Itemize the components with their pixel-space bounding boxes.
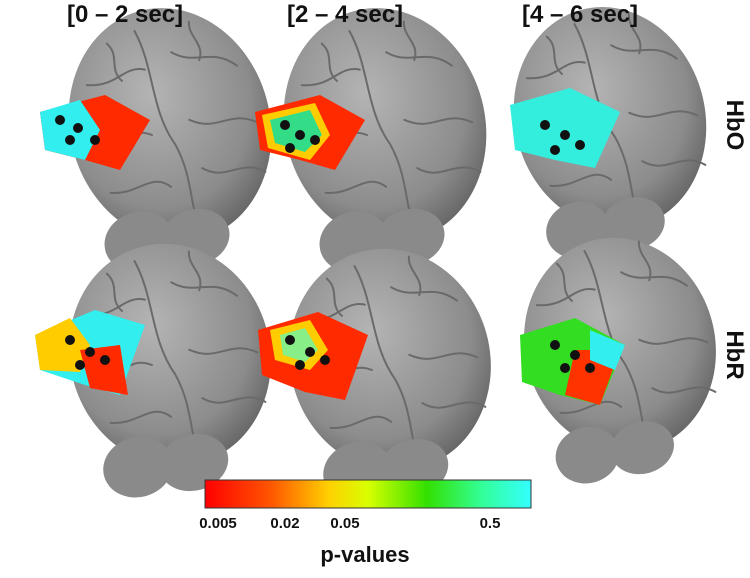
colorbar-tick: 0.5: [480, 515, 501, 532]
brain: [65, 235, 282, 498]
activation-patch: [40, 100, 100, 160]
colorbar-tick: 0.02: [270, 515, 299, 532]
column-header: [0 – 2 sec]: [67, 1, 183, 28]
activation-patch: [590, 330, 625, 370]
column-header: [4 – 6 sec]: [522, 1, 638, 28]
activation-patch: [510, 88, 620, 168]
column-header: [2 – 4 sec]: [287, 1, 403, 28]
row-label: HbO: [721, 100, 748, 151]
optodes: [55, 115, 595, 373]
colorbar: [204, 479, 532, 509]
row-label: HbR: [721, 330, 748, 379]
colorbar-tick: 0.05: [330, 515, 359, 532]
activation-patch: [80, 345, 128, 395]
colorbar-title: p-values: [320, 542, 409, 567]
activation-patch: [35, 318, 90, 372]
colorbar-tick: 0.005: [199, 515, 237, 532]
